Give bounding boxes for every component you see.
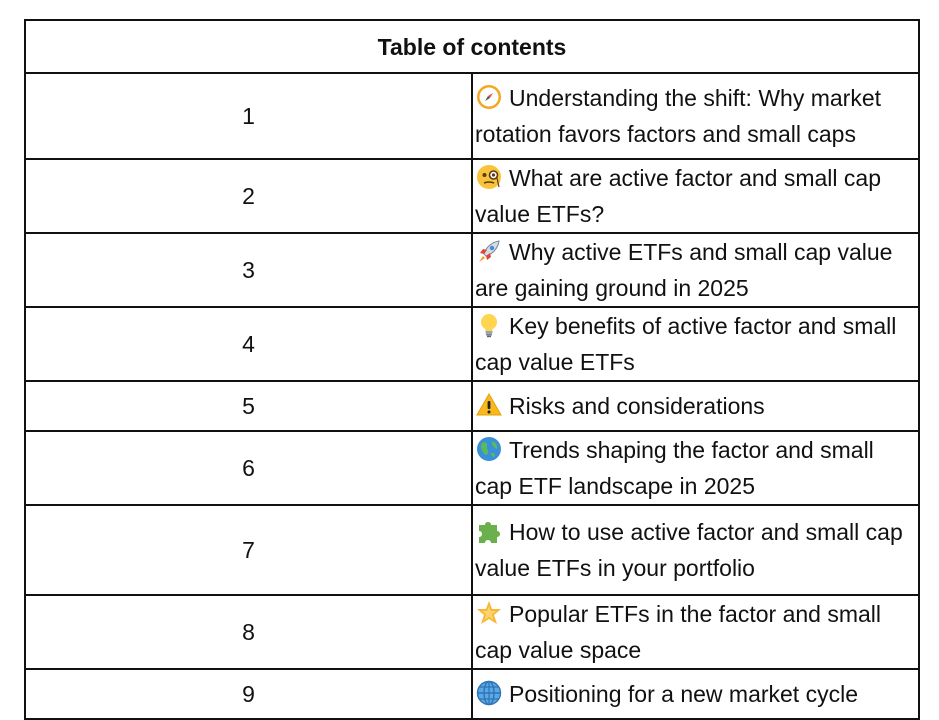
toc-row-number: 6 [24,430,473,506]
toc-header-row: Table of contents [24,19,920,74]
toc-row-link[interactable]: Popular ETFs in the factor and small cap… [471,594,920,670]
toc-row-number: 1 [24,72,473,160]
light-bulb-icon [475,311,503,339]
globe-icon [475,435,503,463]
toc-row-text: How to use active factor and small cap v… [475,519,903,581]
toc-row-text: What are active factor and small cap val… [475,165,881,227]
warning-icon [475,391,503,419]
toc-row-text: Key benefits of active factor and small … [475,313,897,375]
toc-row-text: Understanding the shift: Why market rota… [475,85,881,147]
monocle-face-icon [475,163,503,191]
toc-row-link[interactable]: Risks and considerations [471,380,920,432]
toc-row-number: 9 [24,668,473,720]
globe-meridians-icon [475,679,503,707]
toc-row-number: 4 [24,306,473,382]
toc-row[interactable]: 4 Key benefits of active factor and smal… [24,306,920,382]
toc-row[interactable]: 7 How to use active factor and small cap… [24,504,920,596]
puzzle-piece-icon [475,517,503,545]
toc-row-number: 7 [24,504,473,596]
toc-row-link[interactable]: Positioning for a new market cycle [471,668,920,720]
toc-row-link[interactable]: What are active factor and small cap val… [471,158,920,234]
toc-row-text: Trends shaping the factor and small cap … [475,437,874,499]
toc-row-text: Popular ETFs in the factor and small cap… [475,601,881,663]
toc-row-link[interactable]: Trends shaping the factor and small cap … [471,430,920,506]
toc-row-number: 8 [24,594,473,670]
toc-row-text: Why active ETFs and small cap value are … [475,239,893,301]
toc-row-number: 5 [24,380,473,432]
toc-row[interactable]: 5 Risks and considerations [24,380,920,432]
toc-row[interactable]: 2 What are active factor and small cap v… [24,158,920,234]
toc-row-link[interactable]: Why active ETFs and small cap value are … [471,232,920,308]
star-icon [475,599,503,627]
toc-row[interactable]: 6 Trends shaping the factor and small ca… [24,430,920,506]
toc-row-text: Risks and considerations [509,393,765,419]
toc-row[interactable]: 3 Why active ETFs and small cap value ar… [24,232,920,308]
rocket-icon [475,237,503,265]
toc-row[interactable]: 8 Popular ETFs in the factor and small c… [24,594,920,670]
toc-row-text: Positioning for a new market cycle [509,681,858,707]
toc-row[interactable]: 9 Positioning for a new market cycle [24,668,920,720]
toc-row-number: 3 [24,232,473,308]
toc-row-link[interactable]: Understanding the shift: Why market rota… [471,72,920,160]
toc-table: Table of contents 1 Understanding the sh… [24,19,920,720]
toc-row[interactable]: 1 Understanding the shift: Why market ro… [24,72,920,160]
toc-row-link[interactable]: Key benefits of active factor and small … [471,306,920,382]
toc-title: Table of contents [24,19,920,74]
compass-icon [475,83,503,111]
toc-row-link[interactable]: How to use active factor and small cap v… [471,504,920,596]
toc-row-number: 2 [24,158,473,234]
